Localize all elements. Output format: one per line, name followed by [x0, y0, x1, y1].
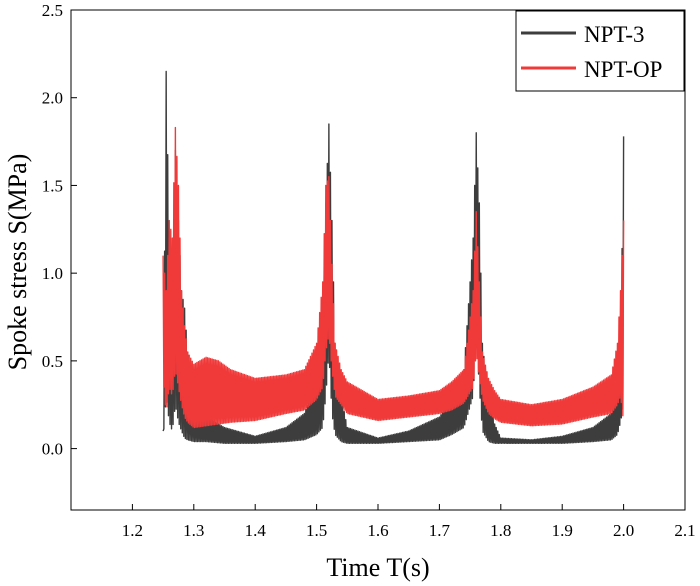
x-tick-label: 1.3: [183, 521, 204, 540]
x-tick-label: 1.2: [122, 521, 143, 540]
series-line-npt-3: [162, 70, 625, 445]
y-tick-label: 0.5: [42, 352, 63, 371]
y-axis-label: Spoke stress S(MPa): [3, 154, 32, 371]
y-tick-label: 2.0: [42, 89, 63, 108]
legend-label-npt-op: NPT-OP: [584, 57, 662, 82]
y-tick-label: 2.5: [42, 1, 63, 20]
x-axis-ticks: 1.2 1.3 1.4 1.5 1.6 1.7 1.8 1.9 2.0 2.1: [122, 504, 696, 540]
x-tick-label: 1.5: [306, 521, 327, 540]
x-tick-label: 2.1: [674, 521, 695, 540]
legend: NPT-3 NPT-OP: [515, 10, 685, 92]
x-tick-label: 2.0: [613, 521, 634, 540]
legend-box: [515, 10, 685, 92]
y-tick-label: 1.5: [42, 176, 63, 195]
x-tick-label: 1.7: [429, 521, 451, 540]
x-tick-label: 1.4: [245, 521, 267, 540]
x-tick-label: 1.9: [552, 521, 573, 540]
y-tick-label: 1.0: [42, 264, 63, 283]
y-tick-label: 0.0: [42, 440, 63, 459]
series-line-npt-op: [162, 126, 625, 429]
x-axis-label: Time T(s): [326, 553, 429, 582]
series-layer: [162, 70, 625, 445]
x-tick-label: 1.8: [490, 521, 511, 540]
legend-label-npt-3: NPT-3: [584, 22, 645, 47]
y-axis-ticks: 0.0 0.5 1.0 1.5 2.0 2.5: [42, 1, 77, 459]
x-tick-label: 1.6: [367, 521, 388, 540]
